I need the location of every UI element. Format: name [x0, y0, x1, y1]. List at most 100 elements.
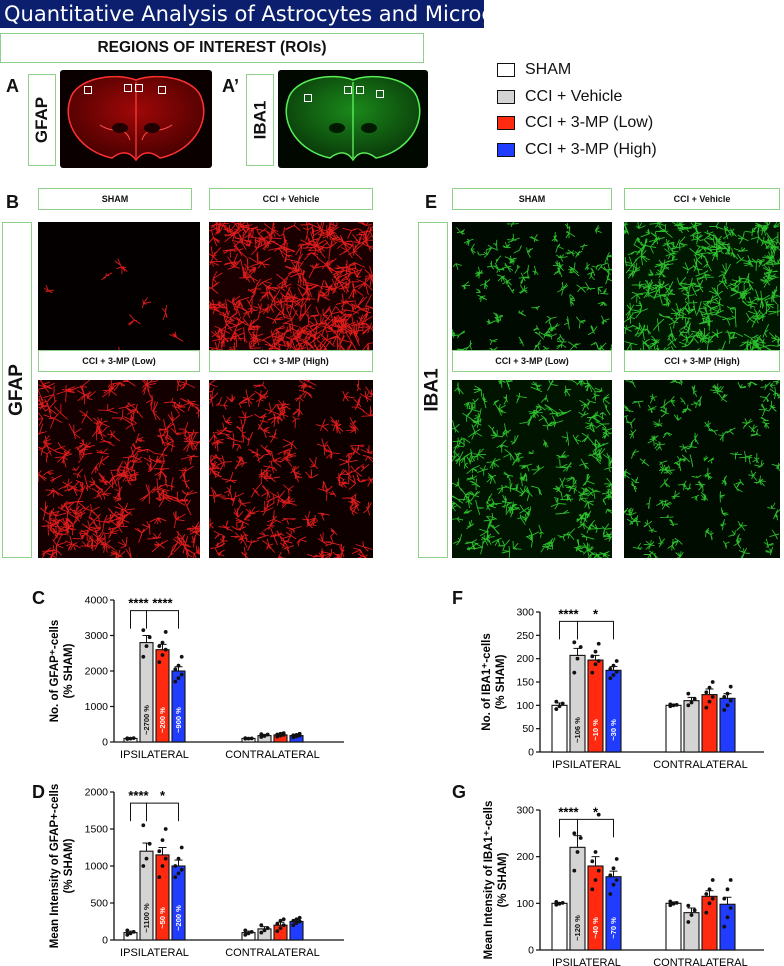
data-point	[686, 703, 691, 708]
x-group-label: IPSILATERAL	[552, 759, 621, 771]
bar-percent-label: ~200 %	[174, 905, 183, 931]
legend-label: CCI + 3-MP (High)	[525, 141, 657, 158]
roi-marker	[344, 86, 352, 94]
legend-label: CCI + Vehicle	[525, 88, 623, 105]
data-point	[157, 849, 162, 854]
data-point	[291, 918, 296, 923]
gfap-side-label: GFAP	[2, 222, 32, 558]
legend-swatch	[497, 143, 515, 157]
data-point	[141, 628, 146, 633]
data-point	[722, 924, 727, 929]
data-point	[593, 878, 598, 882]
bar-percent-label: ~120 %	[573, 915, 582, 941]
legend-swatch	[497, 63, 515, 77]
y-tick-label: 3000	[85, 630, 109, 642]
data-point	[686, 691, 691, 696]
condition-label: SHAM	[38, 188, 192, 210]
data-point	[294, 917, 299, 922]
data-point	[596, 812, 601, 817]
data-point	[590, 887, 595, 892]
y-tick-label: 300	[516, 607, 534, 619]
data-point	[275, 929, 280, 934]
bar	[273, 924, 288, 941]
condition-label: CCI + 3-MP (Low)	[38, 350, 200, 372]
data-point	[157, 644, 162, 649]
gfap-brain-section	[60, 70, 212, 168]
data-point	[157, 875, 162, 879]
y-axis-label: Mean Intensity of IBA1⁺-cells	[483, 801, 495, 960]
micrograph-gfap-vehicle	[209, 222, 373, 372]
data-point	[572, 868, 577, 873]
data-point	[243, 736, 248, 740]
significance-bracket	[559, 620, 578, 640]
data-point	[160, 838, 165, 842]
data-point	[593, 662, 598, 667]
data-point	[689, 913, 694, 917]
data-point	[614, 878, 619, 882]
data-point	[173, 679, 178, 684]
y-tick-label: 1000	[85, 701, 109, 713]
gfap-roi-label-text: GFAP	[32, 96, 52, 144]
gfap-side-label-text: GFAP	[6, 364, 28, 416]
page-title: Quantitative Analysis of Astrocytes and …	[0, 0, 519, 28]
data-point	[686, 903, 691, 908]
data-point	[671, 901, 676, 906]
data-point	[265, 926, 270, 931]
data-point	[614, 857, 619, 861]
bar	[665, 902, 682, 951]
data-point	[278, 926, 283, 931]
data-point	[668, 903, 673, 908]
data-point	[281, 923, 286, 928]
data-point	[704, 910, 709, 915]
data-point	[144, 644, 149, 649]
significance-label: ****	[558, 606, 579, 621]
data-point	[560, 900, 565, 905]
data-point	[707, 901, 712, 906]
data-point	[674, 900, 679, 905]
iba1-brain-image	[285, 75, 421, 162]
data-point	[686, 920, 691, 924]
data-point	[294, 733, 299, 737]
roi-marker	[135, 84, 143, 92]
data-point	[176, 676, 181, 680]
y-tick-label: 0	[102, 935, 108, 947]
condition-label: CCI + 3-MP (High)	[209, 350, 373, 372]
data-point	[668, 899, 673, 904]
data-point	[596, 659, 601, 663]
data-point	[163, 630, 168, 634]
y-tick-label: 100	[516, 700, 534, 712]
data-point	[179, 845, 184, 850]
panel-letter-e: E	[425, 192, 438, 212]
y-tick-label: 100	[516, 898, 534, 910]
data-point	[141, 864, 146, 868]
panel-letter-d: D	[32, 782, 45, 802]
data-point	[278, 731, 283, 736]
y-axis-label: (% SHAM)	[497, 852, 509, 907]
bar-percent-label: ~106 %	[573, 717, 582, 743]
significance-label: *	[593, 606, 599, 621]
data-point	[249, 929, 254, 934]
bar	[569, 654, 586, 753]
data-point	[704, 690, 709, 695]
data-point	[128, 736, 133, 741]
y-axis-label: No. of IBA1⁺-cells	[481, 633, 493, 730]
x-group-label: CONTRALATERAL	[225, 947, 320, 959]
y-tick-label: 500	[90, 898, 108, 910]
chart-iba1-count: No. of IBA1⁺-cells (% SHAM) 0 50 100 150 200 25…	[481, 606, 764, 771]
legend-swatch	[497, 90, 515, 104]
data-point	[173, 667, 178, 672]
data-point	[578, 836, 583, 840]
x-group-label: CONTRALATERAL	[653, 957, 748, 966]
data-point	[297, 731, 302, 736]
panel-letter-c: C	[32, 588, 45, 608]
bar-percent-label: ~1100 %	[142, 903, 151, 933]
iba1-side-label: IBA1	[418, 222, 448, 558]
data-point	[611, 866, 616, 871]
data-point	[707, 685, 712, 690]
legend-item: CCI + 3-MP (Low)	[497, 113, 653, 133]
data-point	[128, 931, 133, 936]
micrograph-gfap-sham	[38, 222, 200, 372]
y-tick-label: 1000	[85, 861, 109, 873]
bar-percent-label: ~10 %	[591, 719, 600, 741]
data-point	[728, 698, 733, 703]
